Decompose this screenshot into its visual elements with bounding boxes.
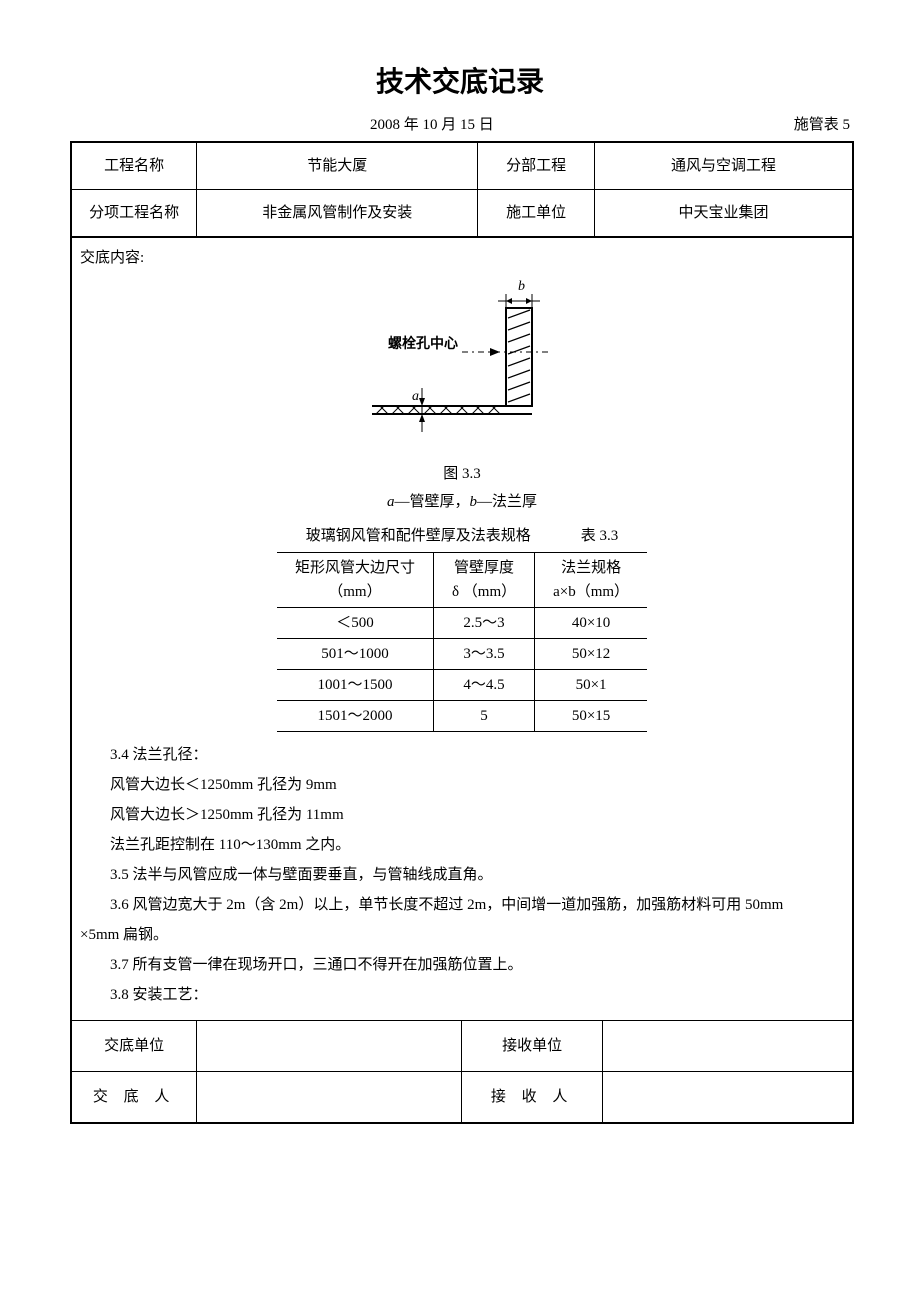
spec-table-title-row: 玻璃钢风管和配件壁厚及法表规格 表 3.3 — [80, 524, 844, 548]
bolt-hole-label: 螺栓孔中心 — [388, 335, 458, 352]
page-title: 技术交底记录 — [70, 60, 850, 105]
para-3-8: 3.8 安装工艺： — [110, 980, 844, 1010]
figure-3-3: b — [80, 276, 844, 454]
legend-b-text: —法兰厚 — [477, 494, 537, 510]
dim-a-label: a — [412, 389, 419, 404]
form-number: 施管表 5 — [794, 113, 850, 137]
subproject-label: 分项工程名称 — [72, 189, 197, 236]
para-3-5: 3.5 法半与风管应成一体与壁面要垂直，与管轴线成直角。 — [110, 860, 844, 890]
project-name-label: 工程名称 — [72, 143, 197, 190]
para-hole-gt1250: 风管大边长＞1250mm 孔径为 11mm — [110, 800, 844, 830]
content-area: 交底内容: b — [72, 237, 852, 1020]
date-row: 2008 年 10 月 15 日 施管表 5 — [70, 113, 850, 137]
spec-col-2: 法兰规格a×b（mm） — [535, 552, 647, 607]
section-label: 分部工程 — [478, 143, 595, 190]
issuer-value — [197, 1071, 462, 1122]
para-3-7: 3.7 所有支管一律在现场开口，三通口不得开在加强筋位置上。 — [110, 950, 844, 980]
form-container: 工程名称 节能大厦 分部工程 通风与空调工程 分项工程名称 非金属风管制作及安装… — [70, 141, 854, 1124]
para-3-6-cont: ×5mm 扁钢。 — [80, 920, 844, 950]
footer-table: 交底单位 接收单位 交 底 人 接 收 人 — [72, 1020, 852, 1122]
spec-table-number: 表 3.3 — [581, 524, 619, 548]
spec-col-1: 管壁厚度δ （mm） — [433, 552, 534, 607]
document-date: 2008 年 10 月 15 日 — [70, 113, 794, 137]
legend-a-text: —管壁厚， — [394, 494, 469, 510]
receiving-unit-label: 接收单位 — [462, 1020, 602, 1071]
para-3-4: 3.4 法兰孔径： — [110, 740, 844, 770]
unit-label: 施工单位 — [478, 189, 595, 236]
receiver-value — [602, 1071, 852, 1122]
spec-table-title: 玻璃钢风管和配件壁厚及法表规格 — [306, 524, 531, 548]
para-hole-pitch: 法兰孔距控制在 110～130mm 之内。 — [110, 830, 844, 860]
legend-b-sym: b — [470, 494, 478, 510]
receiving-unit-value — [602, 1020, 852, 1071]
figure-caption: 图 3.3 — [80, 462, 844, 486]
para-3-6: 3.6 风管边宽大于 2m（含 2m）以上，单节长度不超过 2m，中间增一道加强… — [110, 890, 844, 920]
content-label: 交底内容: — [80, 246, 844, 270]
table-row: 501～10003～3.550×12 — [277, 638, 647, 669]
table-row: 1001～15004～4.550×1 — [277, 669, 647, 700]
section-value: 通风与空调工程 — [595, 143, 852, 190]
header-table: 工程名称 节能大厦 分部工程 通风与空调工程 分项工程名称 非金属风管制作及安装… — [72, 143, 852, 237]
receiver-label: 接 收 人 — [462, 1071, 602, 1122]
issuer-label: 交 底 人 — [72, 1071, 197, 1122]
para-hole-lt1250: 风管大边长＜1250mm 孔径为 9mm — [110, 770, 844, 800]
spec-table: 矩形风管大边尺寸（mm） 管壁厚度δ （mm） 法兰规格a×b（mm） ＜500… — [277, 552, 647, 732]
spec-col-0: 矩形风管大边尺寸（mm） — [277, 552, 434, 607]
dim-b-label: b — [518, 279, 525, 294]
figure-legend: a—管壁厚，b—法兰厚 — [80, 490, 844, 514]
unit-value: 中天宝业集团 — [595, 189, 852, 236]
body-text: 3.4 法兰孔径： 风管大边长＜1250mm 孔径为 9mm 风管大边长＞125… — [110, 740, 844, 1010]
table-row: 1501～2000550×15 — [277, 700, 647, 731]
subproject-value: 非金属风管制作及安装 — [197, 189, 478, 236]
project-name-value: 节能大厦 — [197, 143, 478, 190]
table-row: ＜5002.5～340×10 — [277, 607, 647, 638]
issuing-unit-value — [197, 1020, 462, 1071]
issuing-unit-label: 交底单位 — [72, 1020, 197, 1071]
